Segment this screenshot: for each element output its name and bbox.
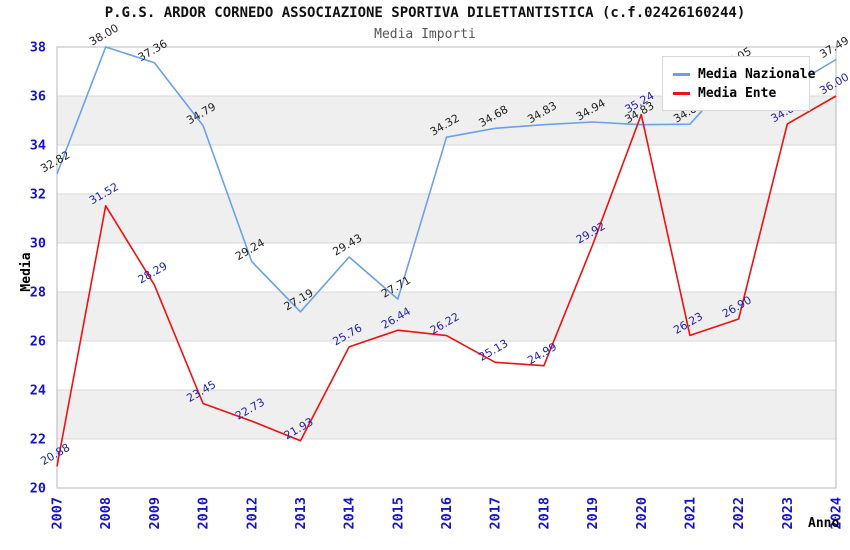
y-tick-label: 34	[30, 138, 46, 154]
x-tick-label: 2010	[196, 497, 212, 530]
nazionale-line-swatch-icon	[673, 73, 690, 76]
plot-border	[56, 46, 837, 489]
y-tick-label: 24	[30, 383, 46, 399]
background-band	[57, 194, 836, 243]
series-line-media-ente	[56, 95, 837, 467]
x-tick-label: 2007	[50, 497, 66, 530]
x-tick-label: 2017	[488, 497, 504, 530]
y-axis-title: Media	[19, 252, 34, 291]
x-tick-label: 2016	[439, 497, 455, 530]
legend-item-media-nazionale: Media Nazionale	[673, 66, 815, 83]
y-tick-label: 32	[30, 187, 46, 203]
y-tick-label: 38	[30, 40, 46, 56]
x-tick-label: 2023	[780, 497, 796, 530]
x-tick-label: 2022	[731, 497, 747, 530]
x-tick-label: 2013	[293, 497, 309, 530]
x-axis-title: Anno	[808, 516, 839, 531]
x-tick-label: 2019	[585, 497, 601, 530]
legend-item-media-ente: Media Ente	[673, 85, 801, 102]
legend-label-ente: Media Ente	[698, 86, 777, 101]
ente-line-swatch-icon	[673, 92, 690, 95]
x-tick-label: 2021	[682, 497, 698, 530]
x-tick-label: 2020	[634, 497, 650, 530]
background-band	[57, 292, 836, 341]
x-tick-label: 2014	[342, 497, 358, 530]
x-tick-label: 2012	[244, 497, 260, 530]
background-band	[57, 390, 836, 439]
y-tick-label: 36	[30, 89, 46, 105]
y-tick-label: 28	[30, 285, 46, 301]
legend-label-nazionale: Media Nazionale	[698, 67, 816, 82]
x-tick-label: 2024	[829, 497, 845, 530]
y-tick-label: 30	[30, 236, 46, 252]
y-tick-label: 26	[30, 334, 46, 350]
x-tick-label: 2009	[147, 497, 163, 530]
y-tick-label: 20	[30, 481, 46, 497]
point-label: 38.00	[87, 21, 121, 48]
y-tick-label: 22	[30, 432, 46, 448]
x-tick-label: 2018	[536, 497, 552, 530]
point-label: 37.49	[817, 34, 850, 61]
point-label: 36.00	[817, 70, 850, 97]
point-label: 24.99	[525, 340, 559, 367]
point-label: 37.36	[136, 37, 170, 64]
chart-title: P.G.S. ARDOR CORNEDO ASSOCIAZIONE SPORTI…	[104, 5, 746, 21]
chart-subtitle: Media Importi	[374, 27, 476, 42]
legend-box: Media Nazionale Media Ente	[662, 56, 815, 111]
x-tick-label: 2015	[390, 497, 406, 530]
x-tick-label: 2008	[98, 497, 114, 530]
